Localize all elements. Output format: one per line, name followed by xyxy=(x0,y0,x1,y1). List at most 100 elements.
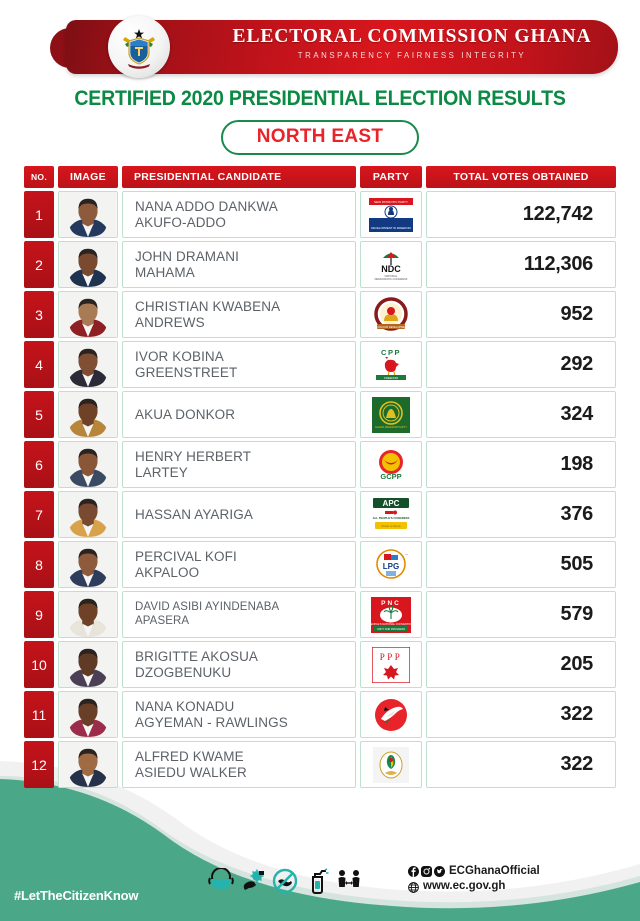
party-logo-gfp-icon: GHANA FREEDOM PARTY xyxy=(360,391,422,438)
svg-text:PNC: PNC xyxy=(381,600,401,607)
svg-text:GHANA FREEDOM PARTY: GHANA FREEDOM PARTY xyxy=(375,425,407,429)
candidate-name: JOHN DRAMANI MAHAMA xyxy=(122,241,356,288)
twitter-icon[interactable] xyxy=(434,866,445,878)
region-pill-wrapper: NORTH EAST xyxy=(0,120,640,155)
table-row: 4 IVOR KOBINA GREENSTREET CPP FREEDOM 292 xyxy=(24,341,616,388)
total-votes: 505 xyxy=(426,541,616,588)
party-logo-ndc-icon: NDC NATIONAL DEMOCRATIC CONGRESS xyxy=(360,241,422,288)
social-icon-group xyxy=(408,866,445,878)
party-logo-ndp-icon xyxy=(360,691,422,738)
social-distancing-icon xyxy=(338,870,360,887)
row-number: 6 xyxy=(24,441,54,488)
svg-text:™: ™ xyxy=(405,553,408,557)
footer: #LetTheCitizenKnow xyxy=(0,826,640,921)
candidate-portrait xyxy=(58,541,118,588)
candidate-name: HASSAN AYARIGA xyxy=(122,491,356,538)
candidate-portrait xyxy=(58,191,118,238)
total-votes: 198 xyxy=(426,441,616,488)
candidate-portrait xyxy=(58,641,118,688)
header-banner: ELECTORAL COMMISSION GHANA TRANSPARENCY … xyxy=(22,16,618,78)
social-handle-text: ECGhanaOfficial xyxy=(449,864,540,877)
candidate-portrait xyxy=(58,741,118,788)
organization-name: ELECTORAL COMMISSION GHANA xyxy=(232,26,592,47)
row-number: 10 xyxy=(24,641,54,688)
party-logo-gum-icon: UNION FOR DEVELOPMENT xyxy=(360,291,422,338)
cough-virus-icon xyxy=(243,869,264,890)
svg-text:FREEDOM: FREEDOM xyxy=(384,375,399,379)
total-votes: 322 xyxy=(426,691,616,738)
globe-icon xyxy=(408,881,419,893)
party-logo-pnc-icon: PNC PEOPLE'S NATIONAL CONVENTION UNITY AND… xyxy=(360,591,422,638)
total-votes: 322 xyxy=(426,741,616,788)
sanitizer-spray-icon xyxy=(312,868,329,894)
svg-text:CPP: CPP xyxy=(381,348,401,357)
page-title: CERTIFIED 2020 PRESIDENTIAL ELECTION RES… xyxy=(74,87,566,110)
svg-text:ALL PEOPLE'S CONGRESS: ALL PEOPLE'S CONGRESS xyxy=(373,516,410,520)
table-row: 2 JOHN DRAMANI MAHAMA NDC NATIONAL DEMOCRATI… xyxy=(24,241,616,288)
region-name: NORTH EAST xyxy=(220,120,420,155)
website-line[interactable]: www.ec.gov.gh xyxy=(408,879,540,895)
svg-text:PEOPLE'S NATIONAL CONVENTION: PEOPLE'S NATIONAL CONVENTION xyxy=(371,622,411,626)
column-header-image: IMAGE xyxy=(58,166,118,188)
svg-text:GCPP: GCPP xyxy=(380,472,401,481)
table-row: 5 AKUA DONKOR GHANA FREEDOM PARTY 324 xyxy=(24,391,616,438)
column-header-candidate: PRESIDENTIAL CANDIDATE xyxy=(122,166,356,188)
table-body: 1 NANA ADDO DANKWA AKUFO-ADDO NEW PATRIOTI… xyxy=(24,191,616,788)
column-header-party: PARTY xyxy=(360,166,422,188)
row-number: 3 xyxy=(24,291,54,338)
covid-safety-icons xyxy=(208,868,362,894)
candidate-name: ALFRED KWAME ASIEDU WALKER xyxy=(122,741,356,788)
social-info: ECGhanaOfficial www.ec.gov.gh xyxy=(408,864,540,895)
candidate-name: CHRISTIAN KWABENA ANDREWS xyxy=(122,291,356,338)
total-votes: 952 xyxy=(426,291,616,338)
candidate-portrait xyxy=(58,491,118,538)
svg-text:LPG: LPG xyxy=(383,562,399,571)
party-logo-ppp-icon: PPP xyxy=(360,641,422,688)
instagram-icon[interactable] xyxy=(421,866,432,878)
svg-text:NDC: NDC xyxy=(381,264,401,274)
candidate-portrait xyxy=(58,391,118,438)
table-row: 6 HENRY HERBERT LARTEY GCPP 198 xyxy=(24,441,616,488)
row-number: 9 xyxy=(24,591,54,638)
table-row: 12 ALFRED KWAME ASIEDU WALKER 322 xyxy=(24,741,616,788)
candidate-name: NANA ADDO DANKWA AKUFO-ADDO xyxy=(122,191,356,238)
table-row: 9 DAVID ASIBI AYINDENABA APASERA PNC PEOPLE… xyxy=(24,591,616,638)
party-logo-ind-icon xyxy=(360,741,422,788)
candidate-name: AKUA DONKOR xyxy=(122,391,356,438)
total-votes: 292 xyxy=(426,341,616,388)
row-number: 1 xyxy=(24,191,54,238)
candidate-portrait xyxy=(58,341,118,388)
total-votes: 579 xyxy=(426,591,616,638)
svg-text:DEMOCRATIC CONGRESS: DEMOCRATIC CONGRESS xyxy=(375,277,408,281)
no-handshake-icon xyxy=(272,868,298,894)
row-number: 7 xyxy=(24,491,54,538)
table-row: 1 NANA ADDO DANKWA AKUFO-ADDO NEW PATRIOTI… xyxy=(24,191,616,238)
social-handle-line[interactable]: ECGhanaOfficial xyxy=(408,864,540,880)
svg-text:NEW PATRIOTIC PARTY: NEW PATRIOTIC PARTY xyxy=(374,200,408,204)
party-logo-npp-icon: NEW PATRIOTIC PARTY DEVELOPMENT IN FREEDO… xyxy=(360,191,422,238)
svg-text:APC: APC xyxy=(383,499,400,508)
row-number: 4 xyxy=(24,341,54,388)
party-logo-cpp-icon: CPP FREEDOM xyxy=(360,341,422,388)
total-votes: 376 xyxy=(426,491,616,538)
party-logo-gcpp-icon: GCPP xyxy=(360,441,422,488)
row-number: 11 xyxy=(24,691,54,738)
candidate-name: HENRY HERBERT LARTEY xyxy=(122,441,356,488)
facebook-icon[interactable] xyxy=(408,866,419,878)
candidate-name: IVOR KOBINA GREENSTREET xyxy=(122,341,356,388)
candidate-name: PERCIVAL KOFI AKPALOO xyxy=(122,541,356,588)
row-number: 8 xyxy=(24,541,54,588)
column-header-votes: TOTAL VOTES OBTAINED xyxy=(426,166,616,188)
candidate-portrait xyxy=(58,691,118,738)
svg-text:UNITY AND PROGRESS: UNITY AND PROGRESS xyxy=(377,627,405,630)
column-header-no: NO. xyxy=(24,166,54,188)
row-number: 2 xyxy=(24,241,54,288)
candidate-portrait xyxy=(58,291,118,338)
candidate-name: BRIGITTE AKOSUA DZOGBENUKU xyxy=(122,641,356,688)
candidate-name: DAVID ASIBI AYINDENABA APASERA xyxy=(122,591,356,638)
total-votes: 112,306 xyxy=(426,241,616,288)
ghana-coat-of-arms-icon xyxy=(108,16,170,78)
party-logo-apc-icon: APC ALL PEOPLE'S CONGRESS Power to Serve xyxy=(360,491,422,538)
svg-text:Power to Serve: Power to Serve xyxy=(381,524,401,528)
table-header-row: NO. IMAGE PRESIDENTIAL CANDIDATE PARTY T… xyxy=(24,166,616,188)
